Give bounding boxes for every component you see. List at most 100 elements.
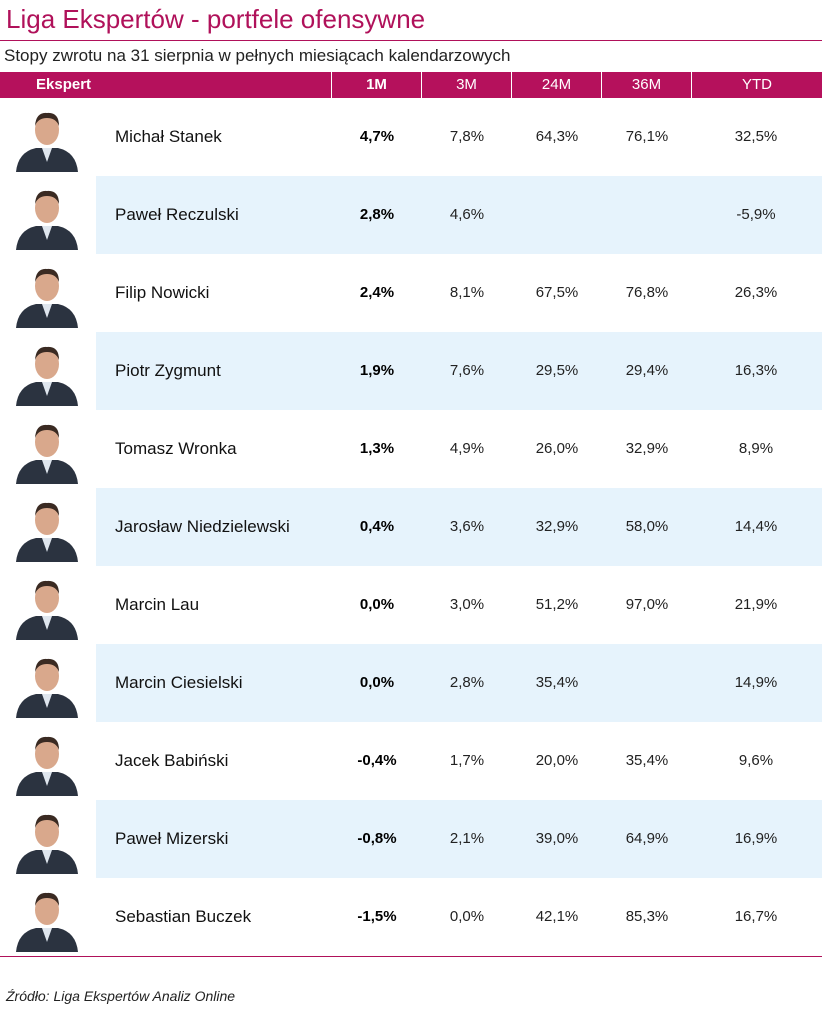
table-row: Piotr Zygmunt 1,9% 7,6% 29,5% 29,4% 16,3% [0, 332, 822, 410]
value-ytd: 16,9% [734, 830, 778, 847]
value-3m: 4,6% [449, 206, 485, 223]
column-header-36m: 36M [601, 72, 691, 98]
value-24m: 39,0% [535, 830, 579, 847]
value-36m: 58,0% [625, 518, 669, 535]
table-row: Michał Stanek 4,7% 7,8% 64,3% 76,1% 32,5% [0, 98, 822, 176]
value-ytd: 26,3% [734, 284, 778, 301]
expert-photo [12, 336, 82, 406]
value-24m: 32,9% [535, 518, 579, 535]
value-24m: 26,0% [535, 440, 579, 457]
value-36m: 76,8% [625, 284, 669, 301]
value-3m: 0,0% [449, 908, 485, 925]
value-36m: 76,1% [625, 128, 669, 145]
value-3m: 7,6% [449, 362, 485, 379]
expert-photo [12, 102, 82, 172]
value-24m: 64,3% [535, 128, 579, 145]
expert-photo [12, 804, 82, 874]
value-36m: 32,9% [625, 440, 669, 457]
page-title: Liga Ekspertów - portfele ofensywne [6, 4, 426, 34]
row-background [96, 332, 822, 410]
value-24m: 67,5% [535, 284, 579, 301]
value-3m: 2,8% [449, 674, 485, 691]
column-header-ytd: YTD [691, 72, 822, 98]
expert-name: Marcin Ciesielski [115, 673, 243, 692]
expert-name: Tomasz Wronka [115, 439, 237, 458]
expert-photo [12, 882, 82, 952]
expert-name: Michał Stanek [115, 127, 222, 146]
expert-name: Piotr Zygmunt [115, 361, 221, 380]
value-3m: 3,6% [449, 518, 485, 535]
row-background [96, 488, 822, 566]
value-3m: 8,1% [449, 284, 485, 301]
expert-photo [12, 570, 82, 640]
value-24m: 42,1% [535, 908, 579, 925]
value-1m: 0,0% [359, 674, 395, 691]
value-1m: -0,4% [357, 752, 397, 769]
value-3m: 4,9% [449, 440, 485, 457]
expert-photo [12, 414, 82, 484]
value-3m: 3,0% [449, 596, 485, 613]
table-header: Ekspert 1M 3M 24M 36M YTD [0, 72, 822, 98]
value-3m: 1,7% [449, 752, 485, 769]
value-36m: 97,0% [625, 596, 669, 613]
table-row: Sebastian Buczek -1,5% 0,0% 42,1% 85,3% 16,7% [0, 878, 822, 956]
value-3m: 2,1% [449, 830, 485, 847]
value-24m: 20,0% [535, 752, 579, 769]
column-header-3m: 3M [421, 72, 511, 98]
expert-name: Filip Nowicki [115, 283, 210, 302]
value-ytd: 14,9% [734, 674, 778, 691]
expert-photo [12, 648, 82, 718]
expert-name: Jacek Babiński [115, 751, 229, 770]
value-1m: 1,9% [359, 362, 395, 379]
value-ytd: 9,6% [738, 752, 774, 769]
value-ytd: 16,3% [734, 362, 778, 379]
value-1m: 4,7% [359, 128, 395, 145]
value-1m: 2,4% [359, 284, 395, 301]
value-24m: 35,4% [535, 674, 579, 691]
value-ytd: 14,4% [734, 518, 778, 535]
value-36m: 85,3% [625, 908, 669, 925]
subtitle: Stopy zwrotu na 31 sierpnia w pełnych mi… [4, 46, 511, 65]
row-background [96, 644, 822, 722]
value-ytd: 16,7% [734, 908, 778, 925]
value-36m: 35,4% [625, 752, 669, 769]
expert-name: Jarosław Niedzielewski [115, 517, 290, 536]
value-1m: -0,8% [357, 830, 397, 847]
expert-name: Sebastian Buczek [115, 907, 252, 926]
value-1m: 2,8% [359, 206, 395, 223]
value-ytd: 21,9% [734, 596, 778, 613]
expert-name: Paweł Reczulski [115, 205, 239, 224]
table-row: Jacek Babiński -0,4% 1,7% 20,0% 35,4% 9,6% [0, 722, 822, 800]
value-ytd: 8,9% [738, 440, 774, 457]
table-row: Filip Nowicki 2,4% 8,1% 67,5% 76,8% 26,3% [0, 254, 822, 332]
table-row: Paweł Mizerski -0,8% 2,1% 39,0% 64,9% 16,9% [0, 800, 822, 878]
divider [0, 40, 822, 41]
value-36m: 29,4% [625, 362, 669, 379]
value-24m: 51,2% [535, 596, 579, 613]
expert-name: Paweł Mizerski [115, 829, 229, 848]
table-row: Marcin Lau 0,0% 3,0% 51,2% 97,0% 21,9% [0, 566, 822, 644]
column-header-24m: 24M [511, 72, 601, 98]
column-header-1m: 1M [331, 72, 421, 98]
value-1m: 0,4% [359, 518, 395, 535]
row-background [96, 176, 822, 254]
divider [0, 956, 822, 957]
value-1m: 1,3% [359, 440, 395, 457]
value-24m: 29,5% [535, 362, 579, 379]
value-1m: -1,5% [357, 908, 397, 925]
column-header-ekspert: Ekspert [36, 76, 92, 93]
expert-photo [12, 180, 82, 250]
expert-photo [12, 258, 82, 328]
expert-name: Marcin Lau [115, 595, 200, 614]
expert-photo [12, 492, 82, 562]
table-row: Jarosław Niedzielewski 0,4% 3,6% 32,9% 58,0%… [0, 488, 822, 566]
table-row: Marcin Ciesielski 0,0% 2,8% 35,4% 14,9% [0, 644, 822, 722]
value-ytd: 32,5% [734, 128, 778, 145]
row-background [96, 800, 822, 878]
value-36m: 64,9% [625, 830, 669, 847]
source-note: Źródło: Liga Ekspertów Analiz Online [6, 988, 236, 1004]
table-row: Paweł Reczulski 2,8% 4,6% -5,9% [0, 176, 822, 254]
table-row: Tomasz Wronka 1,3% 4,9% 26,0% 32,9% 8,9% [0, 410, 822, 488]
value-1m: 0,0% [359, 596, 395, 613]
